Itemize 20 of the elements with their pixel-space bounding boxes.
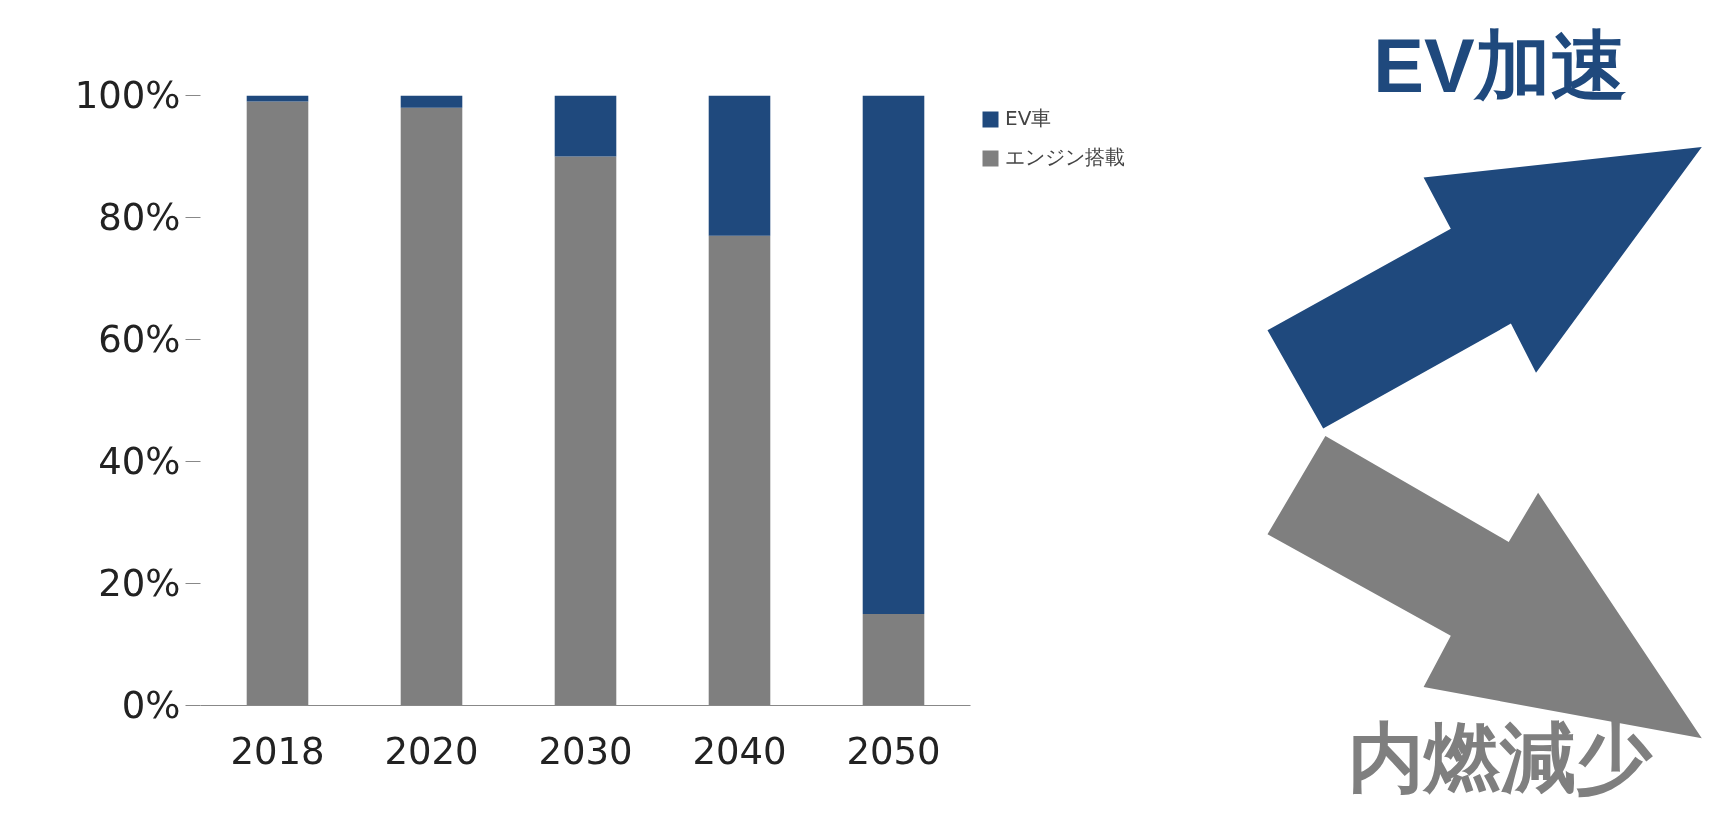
y-tick-label: 0% [121,684,181,727]
y-tick-label: 20% [98,562,181,605]
text: EV加速 [1373,22,1627,108]
x-tick-label: 2018 [230,729,325,773]
y-tick-label: 40% [98,440,181,483]
y-tick-label: 80% [98,196,181,239]
x-tick-label: 2030 [538,729,633,773]
text: 内燃減少 [1347,715,1653,801]
y-tick-label: 100% [74,74,181,117]
legend-label: エンジン搭載 [1005,144,1125,171]
x-tick-label: 2050 [846,729,941,773]
bar [708,95,771,236]
x-tick-label: 2020 [384,729,479,773]
legend-label: EV車 [1005,105,1052,132]
bar [554,95,617,157]
bar [246,95,309,102]
y-tick-label: 60% [98,318,181,361]
bar [400,95,463,108]
x-tick-label: 2040 [692,729,787,773]
bar [862,95,925,614]
